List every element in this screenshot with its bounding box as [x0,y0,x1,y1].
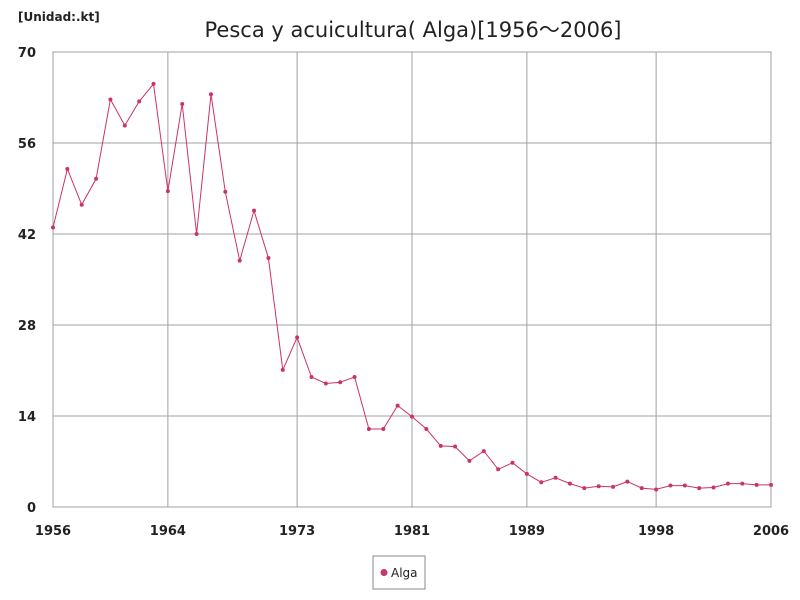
data-point [151,81,156,86]
data-point [94,176,99,181]
data-point [180,102,185,106]
data-point [596,484,601,489]
data-point [223,189,228,194]
data-point [567,481,572,486]
data-point [682,483,687,488]
x-tick-label: 1956 [35,524,71,539]
data-point [395,403,400,408]
data-point [79,202,84,207]
data-point [438,443,443,448]
data-point [366,427,371,431]
y-tick-label: 28 [18,319,36,334]
data-point [208,92,213,97]
grid-layer [52,51,772,508]
data-point [754,482,759,487]
data-point [524,471,529,476]
data-point [582,486,587,491]
y-tick-label: 70 [18,46,36,61]
data-point [553,475,558,480]
y-tick-label: 14 [18,410,36,425]
data-point [295,335,300,340]
x-tick-label: 1998 [638,524,674,539]
data-point [122,123,127,128]
data-point [381,427,386,431]
data-point [539,480,544,485]
unit-label: [Unidad:.kt] [18,10,100,24]
data-point [309,375,314,379]
data-point [108,97,113,102]
data-point [725,481,730,486]
data-point [654,487,659,492]
data-point [194,232,199,236]
data-point [424,427,429,431]
data-point [252,208,257,213]
legend-label: Alga [391,566,418,580]
y-tick-label: 56 [18,137,36,152]
data-point [611,484,616,489]
data-point [496,467,501,472]
x-tick-label: 1973 [279,524,315,539]
data-point [65,167,70,171]
data-point [280,367,285,372]
y-tick-label: 42 [18,228,36,243]
data-point [625,479,630,484]
data-point [266,256,271,261]
data-point [697,486,702,491]
data-point [352,375,357,379]
x-tick-label: 1981 [394,524,430,539]
data-point [740,481,745,486]
data-point [510,460,515,465]
data-point [323,381,328,386]
data-point [639,486,644,491]
data-point [165,189,170,194]
data-point [467,458,472,463]
data-point [453,444,458,449]
data-point [481,449,486,454]
data-point [338,380,343,385]
legend: Alga [372,555,426,590]
chart-title: Pesca y acuicultura( Alga)[1956～2006] [204,18,622,42]
data-point [51,225,55,230]
data-point [769,482,773,487]
x-tick-label: 1964 [150,524,186,539]
data-point [237,258,242,263]
data-point [137,99,142,104]
data-point [410,414,414,419]
series-layer [51,81,773,492]
data-point [668,483,673,488]
legend-marker [380,569,388,576]
x-tick-label: 1989 [509,524,545,539]
y-tick-label: 0 [27,501,36,516]
x-tick-label: 2006 [753,524,789,539]
legend-box [372,555,426,590]
axis-layer: 0 14 28 42 56 70 1956 1964 1973 1981 1989 1998 2006 [18,46,789,539]
data-point [711,485,716,490]
